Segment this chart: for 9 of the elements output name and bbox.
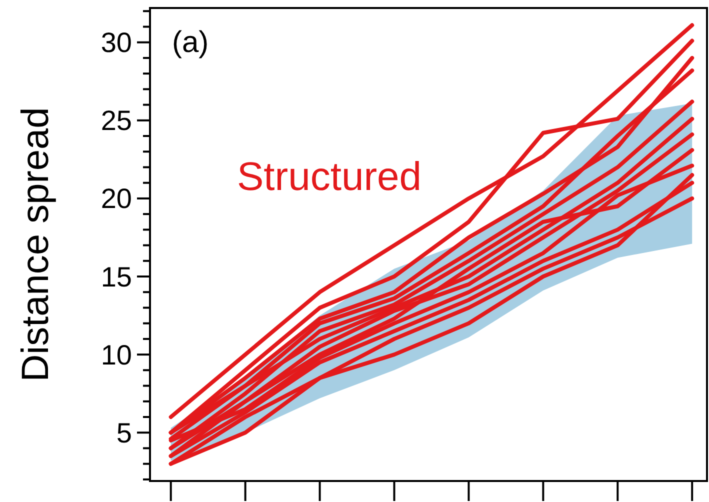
y-axis-title: Distance spread: [15, 107, 57, 382]
y-tick-label: 5: [116, 417, 132, 448]
y-tick-label: 20: [100, 183, 132, 214]
y-tick-label: 30: [100, 27, 132, 58]
y-tick-label: 10: [100, 339, 132, 370]
annotation: (a): [172, 26, 209, 59]
y-tick-label: 15: [100, 261, 132, 292]
annotation: Structured: [237, 155, 422, 199]
y-tick-label: 25: [100, 105, 132, 136]
